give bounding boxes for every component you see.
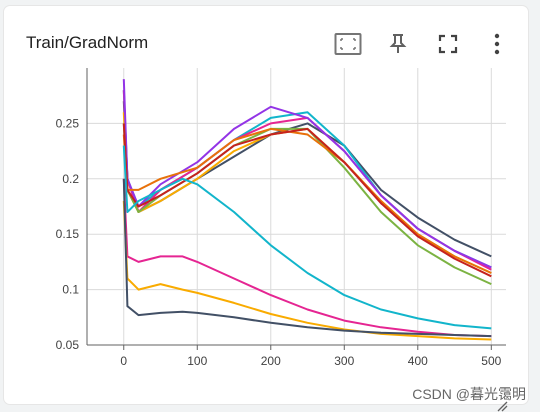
y-tick-label: 0.2 bbox=[62, 172, 79, 186]
series-line-9 bbox=[122, 145, 492, 330]
y-tick-label: 0.15 bbox=[56, 227, 80, 241]
fit-domain-icon bbox=[334, 33, 362, 55]
pin-icon bbox=[389, 34, 407, 53]
fullscreen-icon bbox=[438, 34, 458, 54]
x-tick-label: 300 bbox=[334, 354, 354, 368]
more-options-button[interactable] bbox=[483, 30, 511, 58]
series-line-11 bbox=[122, 200, 492, 341]
x-tick-labels: 0 100 200 300 400 500 bbox=[120, 354, 501, 368]
axes bbox=[86, 68, 506, 350]
y-tick-label: 0.25 bbox=[56, 116, 80, 130]
x-tick-label: 100 bbox=[187, 354, 207, 368]
resize-handle-icon[interactable] bbox=[496, 400, 508, 412]
more-options-icon bbox=[494, 33, 500, 55]
series-line-12 bbox=[122, 178, 492, 338]
series-line-4 bbox=[122, 112, 492, 274]
x-tick-label: 0 bbox=[120, 354, 127, 368]
line-chart: 0.05 0.1 0.15 0.2 0.25 0 100 200 300 400 500 bbox=[56, 68, 506, 368]
chart-title: Train/GradNorm bbox=[26, 33, 149, 52]
series-line-7 bbox=[122, 127, 492, 274]
series-lines bbox=[122, 79, 492, 341]
pin-button[interactable] bbox=[384, 30, 412, 58]
series-line-10 bbox=[122, 178, 492, 338]
y-tick-label: 0.05 bbox=[56, 338, 80, 352]
y-tick-labels: 0.05 0.1 0.15 0.2 0.25 bbox=[56, 116, 80, 352]
chart-card: Train/GradNorm 0.05 0.1 0.15 0.2 0.25 0 100 20… bbox=[4, 6, 528, 412]
series-line-8 bbox=[122, 123, 492, 278]
fit-domain-button[interactable] bbox=[334, 30, 362, 58]
series-line-6 bbox=[122, 123, 492, 286]
fullscreen-button[interactable] bbox=[434, 30, 462, 58]
watermark: CSDN @暮光霭明 bbox=[412, 386, 526, 402]
x-tick-label: 500 bbox=[481, 354, 501, 368]
y-tick-label: 0.1 bbox=[62, 283, 79, 297]
x-tick-label: 200 bbox=[261, 354, 281, 368]
x-tick-label: 400 bbox=[408, 354, 428, 368]
